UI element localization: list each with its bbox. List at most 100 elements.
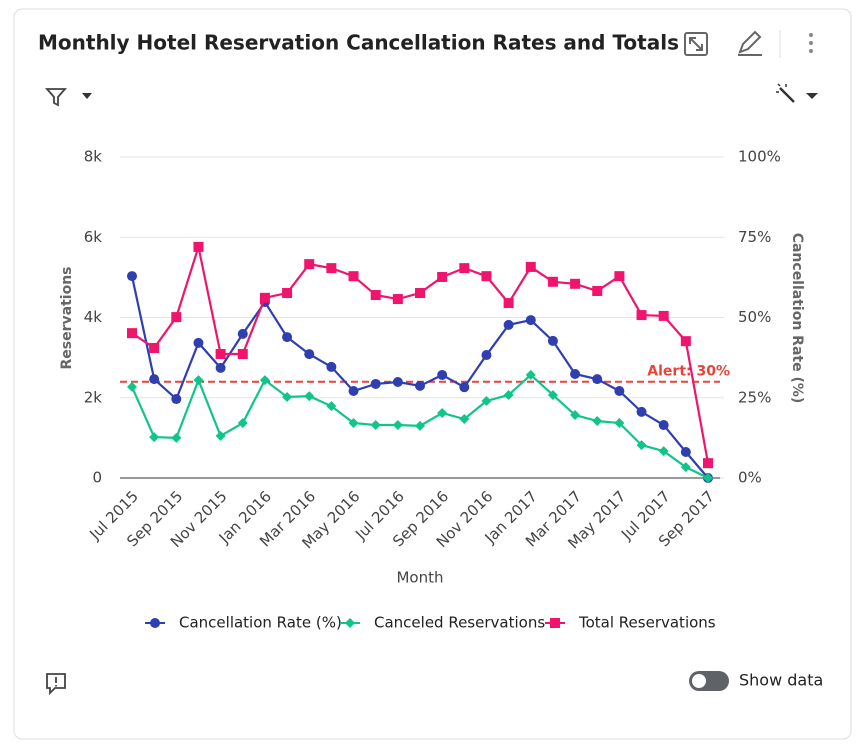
data-point (237, 328, 248, 339)
data-point (570, 278, 581, 289)
y2-axis-title: Cancellation Rate (%) (789, 233, 805, 404)
show-data-label[interactable]: Show data (739, 671, 823, 690)
data-point (547, 276, 558, 287)
data-point (680, 462, 691, 473)
y2-tick-label: 25% (738, 388, 771, 406)
data-point (348, 418, 359, 429)
data-point (503, 389, 514, 400)
data-point (592, 416, 603, 427)
data-point (171, 312, 182, 323)
data-point (459, 414, 470, 425)
legend-marker (550, 618, 560, 628)
data-point (171, 394, 182, 405)
data-point (525, 315, 536, 326)
data-point (614, 386, 625, 397)
data-point (680, 336, 691, 347)
data-point (259, 375, 270, 386)
data-point (127, 271, 137, 282)
data-point (481, 271, 492, 282)
data-point (348, 271, 359, 282)
data-point (304, 259, 315, 270)
data-point (503, 298, 514, 309)
data-point (215, 349, 226, 360)
data-point (636, 440, 647, 451)
data-point (127, 328, 137, 339)
legend-label: Total Reservations (578, 614, 716, 632)
data-point (703, 473, 713, 483)
data-point (193, 337, 204, 348)
data-point (326, 361, 337, 372)
data-point (570, 368, 581, 379)
data-point (392, 377, 403, 388)
more-icon[interactable] (809, 33, 813, 53)
data-point (326, 401, 337, 412)
chart-title: Monthly Hotel Reservation Cancellation R… (38, 31, 679, 55)
y-axis-title: Reservations (59, 267, 75, 370)
data-point (658, 446, 669, 457)
data-point (259, 292, 270, 303)
data-point (437, 369, 448, 380)
data-point (437, 271, 448, 282)
data-point (304, 391, 315, 402)
data-point (415, 380, 425, 391)
data-point (193, 375, 204, 386)
data-point (348, 386, 359, 397)
data-point (481, 395, 492, 406)
data-point (149, 342, 160, 353)
edit-icon[interactable] (738, 30, 762, 56)
y-tick-label: 0 (92, 469, 102, 487)
filter-button[interactable] (45, 88, 92, 107)
legend-marker (150, 618, 160, 628)
data-point (370, 378, 381, 389)
data-point (215, 430, 226, 441)
y-tick-label: 8k (84, 148, 103, 166)
data-point (127, 381, 137, 392)
y2-tick-label: 50% (738, 308, 771, 326)
data-point (547, 389, 558, 400)
data-point (392, 420, 403, 431)
data-point (658, 310, 669, 321)
data-point (215, 362, 226, 373)
data-point (636, 406, 647, 417)
data-point (525, 261, 536, 272)
legend-label: Canceled Reservations (374, 614, 545, 632)
y2-tick-label: 0% (738, 469, 762, 487)
data-point (614, 418, 625, 429)
data-point (703, 458, 713, 469)
data-point (237, 349, 248, 360)
data-point (282, 332, 293, 343)
data-point (282, 288, 293, 299)
data-point (370, 420, 381, 431)
data-point (326, 263, 337, 274)
feedback-icon[interactable] (46, 673, 66, 696)
show-data-toggle[interactable] (689, 671, 729, 691)
legend-marker (345, 618, 355, 628)
data-point (415, 420, 425, 431)
y2-tick-label: 75% (738, 228, 771, 246)
expand-icon[interactable] (684, 32, 708, 56)
data-point (481, 350, 492, 361)
data-point (636, 310, 647, 321)
data-point (282, 391, 293, 402)
data-point (370, 290, 381, 301)
data-point (304, 349, 315, 360)
data-point (525, 369, 536, 380)
y-tick-label: 4k (84, 308, 103, 326)
data-point (193, 241, 204, 252)
data-point (392, 294, 403, 305)
data-point (437, 407, 448, 418)
magic-button[interactable] (776, 83, 818, 103)
data-point (503, 319, 514, 330)
data-point (415, 288, 425, 299)
data-point (614, 271, 625, 282)
data-point (592, 374, 603, 385)
data-point (149, 432, 160, 443)
data-point (149, 374, 160, 385)
data-point (459, 263, 470, 274)
data-point (680, 446, 691, 457)
data-point (592, 286, 603, 297)
y-tick-label: 2k (84, 388, 103, 406)
threshold-label: Alert: 30% (647, 364, 730, 380)
data-point (570, 410, 581, 421)
y-tick-label: 6k (84, 228, 103, 246)
